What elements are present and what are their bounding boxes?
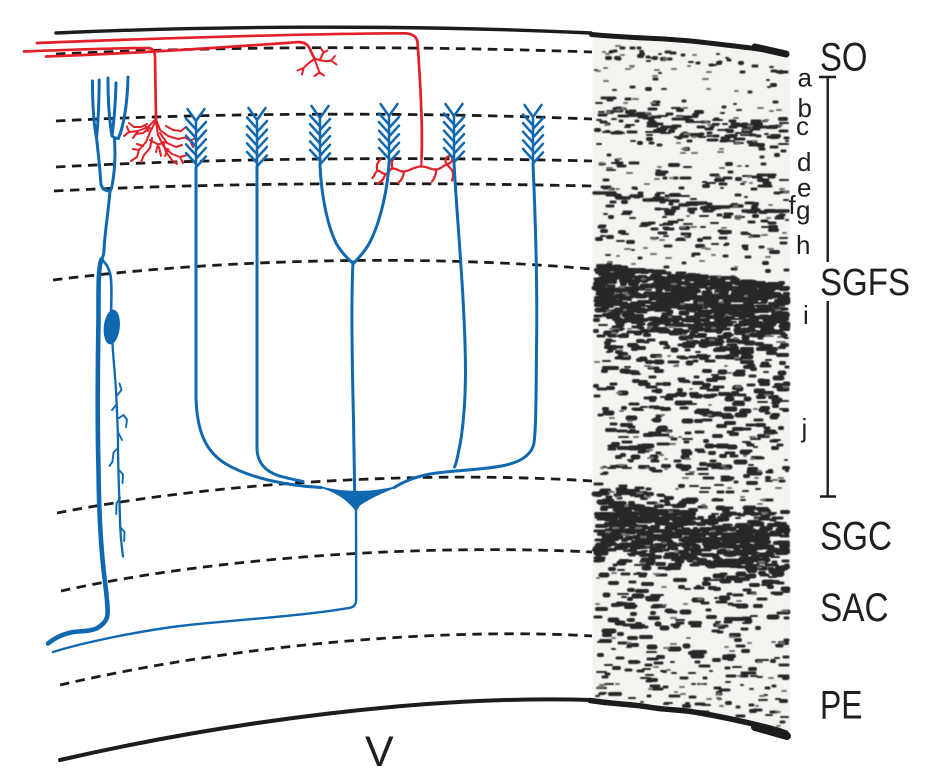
svg-text:a: a <box>798 63 813 93</box>
svg-text:d: d <box>797 147 811 177</box>
svg-text:SAC: SAC <box>820 586 889 630</box>
svg-text:V: V <box>365 728 394 776</box>
svg-text:e: e <box>797 173 811 203</box>
svg-text:h: h <box>796 230 810 260</box>
svg-text:f: f <box>789 190 797 220</box>
svg-text:j: j <box>801 413 808 443</box>
svg-text:SO: SO <box>820 36 868 80</box>
svg-text:SGC: SGC <box>820 515 892 559</box>
svg-text:PE: PE <box>820 684 863 728</box>
svg-text:g: g <box>796 195 810 225</box>
svg-text:b: b <box>798 93 812 123</box>
svg-text:i: i <box>803 300 809 330</box>
svg-text:c: c <box>796 111 809 141</box>
svg-text:SGFS: SGFS <box>820 262 910 304</box>
